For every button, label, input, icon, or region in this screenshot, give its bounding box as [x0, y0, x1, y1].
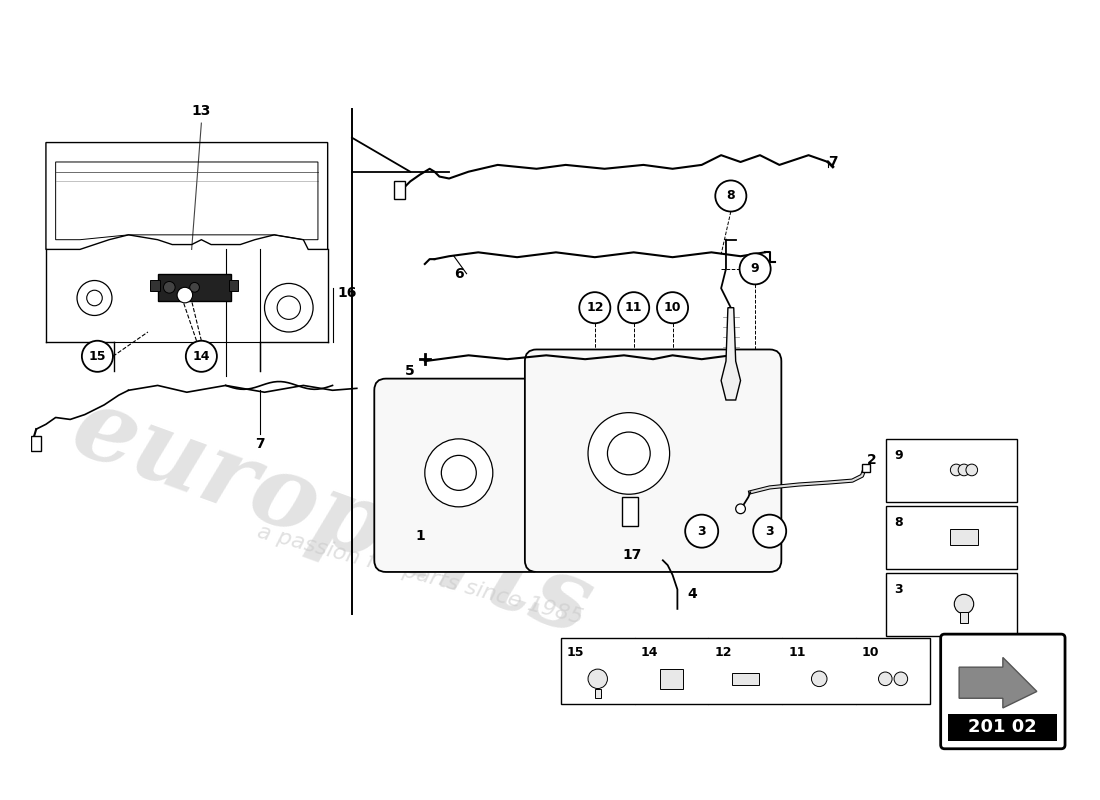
Circle shape	[87, 290, 102, 306]
Text: 14: 14	[640, 646, 658, 658]
Circle shape	[715, 181, 747, 211]
Bar	[960, 612, 968, 623]
Text: 5: 5	[405, 364, 415, 378]
Polygon shape	[722, 308, 740, 400]
Circle shape	[607, 432, 650, 475]
Circle shape	[177, 287, 192, 303]
Text: 11: 11	[625, 302, 642, 314]
Bar	[732, 673, 759, 685]
Circle shape	[618, 292, 649, 323]
Text: europarts: europarts	[59, 378, 605, 655]
Text: 7: 7	[255, 437, 264, 450]
Text: 17: 17	[623, 549, 641, 562]
Bar	[948, 714, 1057, 741]
Bar	[887, 506, 1018, 569]
Circle shape	[588, 669, 607, 689]
Circle shape	[425, 439, 493, 507]
Text: 15: 15	[89, 350, 107, 362]
Circle shape	[736, 504, 746, 514]
Text: 12: 12	[586, 302, 604, 314]
Circle shape	[955, 594, 974, 614]
Text: 14: 14	[192, 350, 210, 362]
FancyBboxPatch shape	[940, 634, 1065, 749]
Text: 12: 12	[714, 646, 732, 658]
Bar	[862, 464, 870, 472]
Circle shape	[164, 282, 175, 293]
Bar	[394, 182, 406, 199]
Circle shape	[739, 254, 771, 284]
Text: 3: 3	[766, 525, 774, 538]
Text: 13: 13	[191, 105, 211, 118]
Circle shape	[894, 672, 908, 686]
Text: 15: 15	[566, 646, 584, 658]
Circle shape	[189, 282, 199, 292]
Circle shape	[264, 283, 314, 332]
Circle shape	[657, 292, 689, 323]
Circle shape	[77, 281, 112, 315]
Bar	[595, 689, 601, 698]
Circle shape	[588, 413, 670, 494]
Text: 1: 1	[415, 529, 425, 543]
Circle shape	[441, 455, 476, 490]
Circle shape	[186, 341, 217, 372]
Circle shape	[879, 672, 892, 686]
Circle shape	[81, 341, 113, 372]
Text: 11: 11	[788, 646, 805, 658]
Circle shape	[580, 292, 611, 323]
Circle shape	[958, 464, 970, 476]
Circle shape	[685, 514, 718, 548]
Polygon shape	[959, 658, 1037, 708]
Bar	[950, 530, 978, 545]
Circle shape	[966, 464, 978, 476]
Bar	[887, 439, 1018, 502]
Circle shape	[812, 671, 827, 686]
Text: 201 02: 201 02	[968, 718, 1037, 736]
Text: 10: 10	[862, 646, 880, 658]
Bar	[150, 279, 160, 291]
Text: 16: 16	[338, 286, 356, 300]
Text: 8: 8	[726, 190, 735, 202]
Bar	[32, 436, 41, 450]
Bar	[229, 279, 239, 291]
Text: 3: 3	[894, 582, 903, 596]
Text: 3: 3	[697, 525, 706, 538]
Bar	[660, 669, 683, 689]
Text: 9: 9	[751, 262, 759, 275]
Text: 8: 8	[894, 516, 903, 529]
Text: 4: 4	[688, 587, 696, 602]
Circle shape	[950, 464, 962, 476]
Bar	[621, 497, 638, 526]
Text: a passion for parts since 1985: a passion for parts since 1985	[255, 522, 585, 628]
Circle shape	[754, 514, 786, 548]
Text: 7: 7	[828, 155, 837, 169]
FancyBboxPatch shape	[525, 350, 781, 572]
Bar	[561, 638, 930, 704]
Text: 9: 9	[894, 449, 903, 462]
Circle shape	[277, 296, 300, 319]
Bar	[157, 274, 231, 301]
Text: 10: 10	[663, 302, 681, 314]
Bar	[887, 573, 1018, 636]
FancyBboxPatch shape	[374, 378, 543, 572]
Text: 2: 2	[867, 454, 877, 467]
Text: 6: 6	[454, 266, 464, 281]
